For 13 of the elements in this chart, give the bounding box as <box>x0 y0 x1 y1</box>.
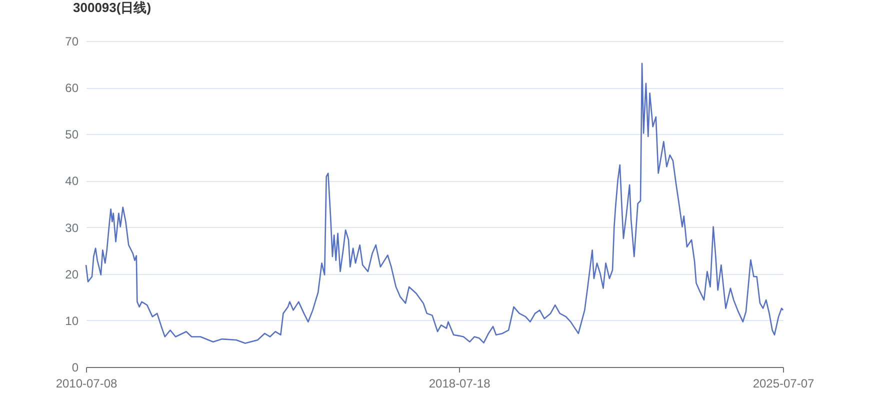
x-tick-label: 2025-07-07 <box>752 376 815 390</box>
x-tick-label: 2018-07-18 <box>428 376 491 390</box>
y-tick-label: 30 <box>65 220 79 235</box>
y-tick-label: 60 <box>65 81 79 96</box>
chart-title: 300093(日线) <box>73 0 152 15</box>
y-tick-label: 70 <box>65 34 79 48</box>
y-tick-label: 20 <box>65 267 79 282</box>
y-tick-label: 10 <box>65 314 79 328</box>
line-series <box>85 62 784 344</box>
y-tick-label: 0 <box>72 360 79 374</box>
y-tick-label: 40 <box>65 174 79 188</box>
x-tick-label: 2010-07-08 <box>56 376 118 390</box>
y-tick-label: 50 <box>65 128 79 142</box>
